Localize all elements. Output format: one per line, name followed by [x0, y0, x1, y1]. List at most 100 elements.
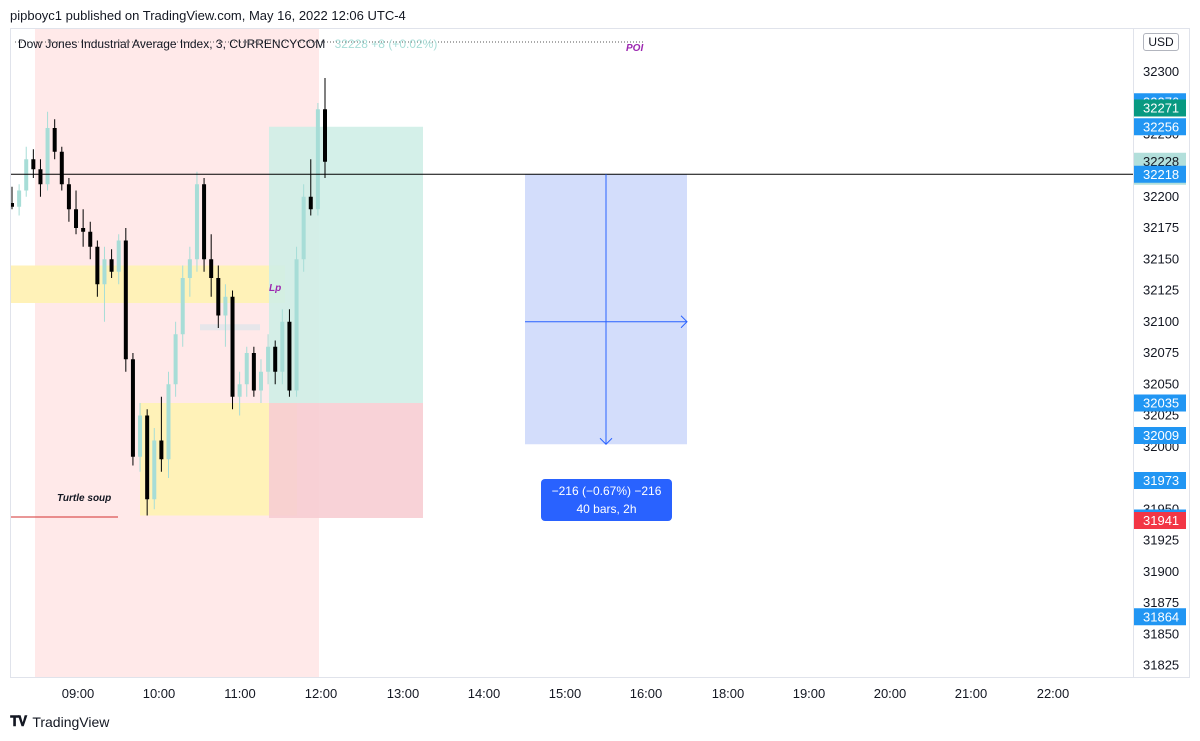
- candle-body: [166, 384, 171, 460]
- candle-body: [173, 334, 178, 385]
- price-label-text: 31941: [1143, 513, 1179, 528]
- candle-body: [81, 228, 86, 232]
- candle-body: [95, 246, 100, 285]
- price-label-badge: [1133, 118, 1186, 136]
- symbol-title: Dow Jones Industrial Average Index, 3, C…: [18, 37, 326, 51]
- candle-body: [66, 184, 71, 210]
- candle-body: [315, 109, 320, 210]
- ohlc-values: 32228 +8 (+0.02%): [334, 37, 438, 51]
- measure-line1: −216 (−0.67%) −216: [551, 484, 662, 498]
- annotation-label: POI: [626, 43, 643, 54]
- candle-body: [194, 184, 199, 260]
- candle-body: [202, 184, 207, 260]
- x-tick-label: 19:00: [793, 686, 826, 701]
- price-label-badge: [1133, 394, 1186, 412]
- x-tick-label: 14:00: [468, 686, 501, 701]
- candle-body: [24, 159, 29, 191]
- x-tick-label: 13:00: [387, 686, 420, 701]
- candle-body: [45, 128, 50, 185]
- price-label-text: 31864: [1143, 609, 1179, 624]
- x-tick-label: 20:00: [874, 686, 907, 701]
- x-tick-label: 15:00: [549, 686, 582, 701]
- tradingview-logo-icon[interactable]: 𝐓𝐕: [10, 713, 27, 729]
- measure-arrow-down-icon: [599, 437, 613, 445]
- x-tick-label: 21:00: [955, 686, 988, 701]
- candle-body: [209, 259, 214, 278]
- candle-body: [273, 346, 278, 372]
- candle-body: [280, 321, 285, 372]
- price-label-badge: [1133, 99, 1186, 117]
- candle-body: [187, 259, 192, 278]
- candle-body: [116, 240, 121, 272]
- x-tick-label: 10:00: [143, 686, 176, 701]
- y-tick-label: 31925: [1143, 533, 1179, 548]
- candle-body: [17, 190, 22, 207]
- candle-body: [294, 259, 299, 391]
- candle-body: [180, 278, 185, 335]
- x-tick-label: 22:00: [1037, 686, 1070, 701]
- price-label-badge: [1133, 512, 1186, 529]
- candle-body: [31, 159, 36, 170]
- x-tick-label: 18:00: [712, 686, 745, 701]
- price-label-text: 32035: [1143, 396, 1179, 411]
- currency-button[interactable]: USD: [1143, 33, 1179, 51]
- y-tick-label: 32150: [1143, 251, 1179, 266]
- candle-body: [10, 203, 14, 207]
- candle-body: [159, 440, 164, 460]
- y-tick-label: 32075: [1143, 345, 1179, 360]
- annotation-label: Turtle soup: [57, 493, 111, 504]
- candle-body: [88, 231, 93, 247]
- candle-body: [109, 259, 114, 272]
- price-label-text: 32009: [1143, 428, 1179, 443]
- candle-body: [38, 169, 43, 185]
- price-label-badge: [1133, 427, 1186, 444]
- candle-body: [230, 296, 235, 397]
- price-label-text: 32271: [1143, 101, 1179, 116]
- y-tick-label: 31850: [1143, 626, 1179, 641]
- candle-body: [223, 296, 228, 316]
- footer: 𝐓𝐕 TradingView: [10, 713, 109, 730]
- candle-body: [323, 109, 327, 162]
- candle-body: [287, 321, 292, 391]
- candle-body: [258, 371, 263, 391]
- y-tick-label: 31875: [1143, 595, 1179, 610]
- publish-header: pipboyc1 published on TradingView.com, M…: [10, 8, 406, 23]
- candle-body: [308, 196, 313, 210]
- y-tick-label: 32200: [1143, 189, 1179, 204]
- price-label-badge: [1133, 608, 1186, 626]
- candle-body: [301, 196, 306, 260]
- candle-body: [244, 353, 249, 385]
- candle-body: [251, 353, 256, 391]
- candle-body: [74, 209, 79, 228]
- measure-label: −216 (−0.67%) −216 40 bars, 2h: [541, 479, 672, 521]
- candle-body: [216, 278, 221, 316]
- x-tick-label: 11:00: [224, 686, 256, 701]
- price-label-text: 32256: [1143, 119, 1179, 134]
- price-label-text: 32218: [1143, 167, 1179, 182]
- annotation-label: Lp: [269, 283, 281, 294]
- measure-line2: 40 bars, 2h: [576, 502, 637, 516]
- y-tick-label: 32125: [1143, 283, 1179, 298]
- chart-legend[interactable]: Dow Jones Industrial Average Index, 3, C…: [18, 37, 437, 51]
- supply-zone: [10, 265, 285, 303]
- x-tick-label: 12:00: [305, 686, 338, 701]
- candle-body: [123, 240, 128, 360]
- candle-body: [52, 128, 57, 152]
- y-tick-label: 31900: [1143, 564, 1179, 579]
- brand-name: TradingView: [32, 713, 110, 730]
- candle-body: [266, 346, 271, 372]
- long-position-loss: [269, 403, 423, 518]
- candle-body: [138, 415, 143, 457]
- measure-arrow-right-icon: [680, 315, 688, 329]
- candle-body: [130, 359, 135, 457]
- y-tick-label: 31825: [1143, 658, 1179, 673]
- candle-body: [152, 440, 157, 500]
- x-tick-label: 16:00: [630, 686, 663, 701]
- price-label-badge: [1133, 165, 1186, 183]
- candle-body: [102, 259, 107, 285]
- candle-body: [145, 415, 150, 500]
- y-tick-label: 32100: [1143, 314, 1179, 329]
- candle-body: [59, 151, 64, 185]
- price-label-text: 31973: [1143, 473, 1179, 488]
